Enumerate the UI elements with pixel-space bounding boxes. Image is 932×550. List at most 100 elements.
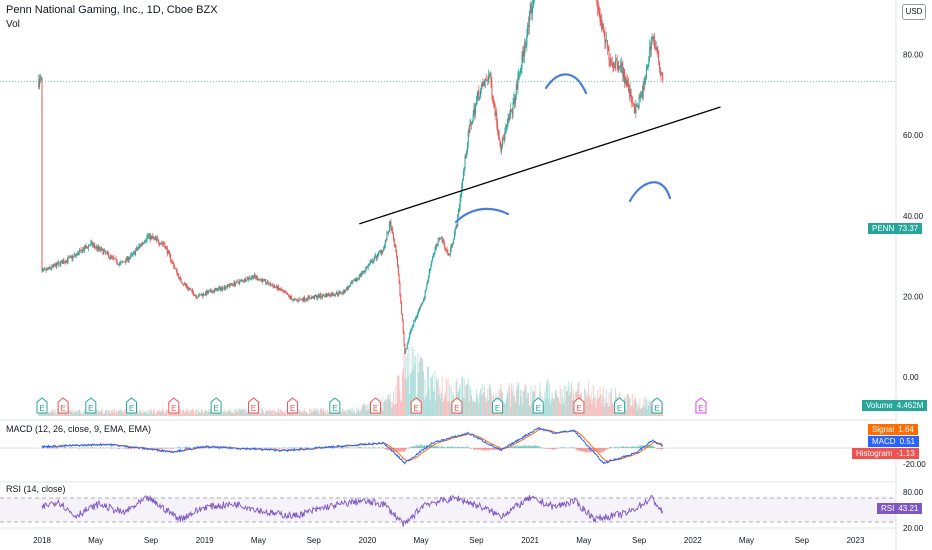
candle-body — [187, 287, 189, 289]
volume-bar — [527, 392, 529, 416]
candle-body — [623, 69, 625, 83]
candle-body — [57, 262, 59, 265]
volume-bar — [197, 408, 199, 416]
volume-bar — [58, 412, 60, 416]
volume-bar — [126, 411, 128, 416]
macd-histogram-bar — [409, 447, 411, 448]
volume-bar — [274, 411, 276, 416]
volume-bar — [196, 410, 198, 416]
candle-body — [136, 248, 138, 250]
volume-bar — [301, 412, 303, 416]
candle-body — [388, 223, 390, 233]
macd-histogram-bar — [597, 448, 599, 452]
volume-bar — [240, 409, 242, 416]
volume-bar — [506, 390, 508, 416]
volume-bar — [169, 413, 171, 416]
candle-body — [301, 298, 303, 300]
macd-title[interactable]: MACD (12, 26, close, 9, EMA, EMA) — [6, 424, 152, 434]
volume-bar — [191, 409, 193, 416]
candle-body — [154, 237, 156, 239]
candle-body — [454, 228, 456, 234]
candle-body — [128, 259, 130, 261]
macd-histogram-bar — [476, 448, 478, 450]
volume-bar — [608, 393, 610, 416]
candle-body — [116, 259, 118, 264]
volume-bar — [482, 393, 484, 416]
macd-histogram-bar — [473, 448, 475, 451]
volume-bar — [628, 398, 630, 416]
volume-bar — [514, 396, 516, 416]
volume-bar — [478, 403, 480, 416]
candle-body — [527, 25, 529, 36]
volume-bar — [524, 383, 526, 416]
volume-bar — [165, 413, 167, 416]
candle-body — [115, 258, 117, 260]
macd-histogram-bar — [605, 448, 607, 451]
price-tick-label: 20.00 — [903, 292, 924, 301]
candle-body — [202, 293, 204, 297]
macd-histogram-bar — [434, 445, 436, 448]
macd-histogram-bar — [458, 447, 460, 448]
candle-body — [613, 66, 615, 67]
candle-body — [488, 75, 490, 82]
candle-body — [527, 25, 529, 27]
candle-body — [91, 242, 93, 246]
volume-indicator-label[interactable]: Vol — [6, 19, 20, 30]
volume-bar — [531, 403, 533, 416]
macd-histogram-bar — [453, 447, 455, 448]
candle-body — [62, 261, 64, 264]
rsi-title[interactable]: RSI (14, close) — [6, 484, 66, 494]
volume-bar — [597, 398, 599, 416]
macd-histogram-bar — [587, 448, 589, 452]
macd-histogram-bar — [160, 448, 162, 449]
volume-bar — [131, 412, 133, 416]
candle-body — [244, 278, 246, 281]
macd-histogram-bar — [596, 448, 598, 452]
candle-body — [123, 261, 125, 263]
volume-bar — [128, 412, 130, 416]
volume-bar — [194, 413, 196, 416]
candle-body — [191, 289, 193, 291]
candle-body — [322, 294, 324, 296]
candle-body — [477, 90, 479, 96]
candle-body — [627, 80, 629, 84]
candle-body — [442, 239, 444, 242]
time-tick-label: May — [251, 536, 266, 545]
volume-bar — [476, 394, 478, 416]
symbol-title[interactable]: Penn National Gaming, Inc., 1D, Cboe BZX — [6, 4, 218, 16]
macd-histogram-bar — [59, 447, 61, 448]
volume-bar — [81, 413, 83, 416]
candle-body — [285, 292, 287, 294]
candle-body — [327, 293, 329, 296]
currency-button[interactable]: USD — [902, 4, 926, 20]
candle-body — [386, 233, 388, 241]
macd-histogram-bar — [486, 448, 488, 451]
volume-bar — [560, 403, 562, 416]
volume-bar — [513, 395, 515, 416]
volume-bar — [298, 411, 300, 416]
macd-histogram-bar — [291, 447, 293, 448]
candle-body — [387, 233, 389, 234]
volume-bar — [181, 410, 183, 416]
macd-histogram-bar — [458, 446, 460, 448]
earnings-marker — [695, 397, 707, 414]
macd-histogram-bar — [550, 448, 552, 449]
macd-histogram-bar — [527, 446, 529, 448]
volume-bar — [235, 408, 237, 416]
candle-body — [624, 76, 626, 83]
candle-body — [158, 242, 160, 245]
candle-body — [281, 290, 283, 292]
candle-body — [363, 271, 365, 273]
candle-body — [176, 269, 178, 275]
candle-body — [491, 84, 493, 96]
candle-body — [367, 265, 369, 268]
volume-bar — [481, 383, 483, 416]
volume-bar — [123, 410, 125, 416]
candle-body — [486, 79, 488, 81]
candle-body — [411, 326, 413, 329]
earnings-marker — [168, 397, 180, 414]
macd-histogram-bar — [441, 446, 443, 448]
earnings-marker — [125, 397, 137, 414]
volume-bar — [200, 408, 202, 416]
